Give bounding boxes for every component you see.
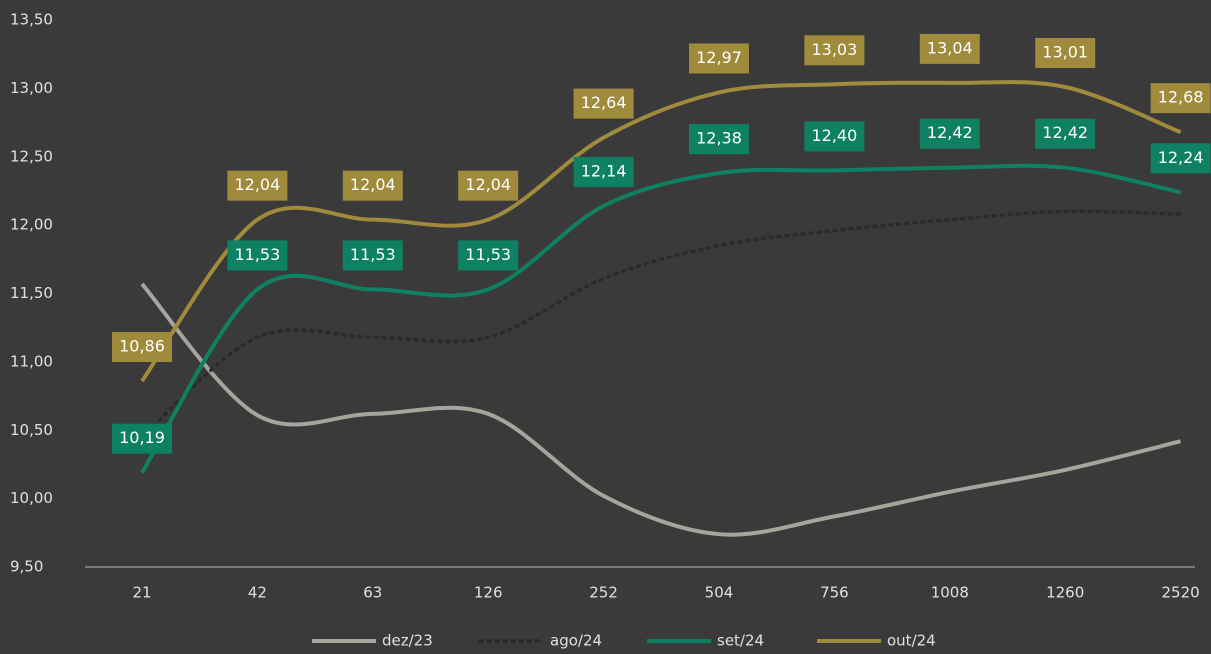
- data-label: 12,04: [465, 175, 511, 194]
- y-tick-label: 13,00: [10, 79, 53, 97]
- data-label: 13,01: [1042, 43, 1088, 62]
- data-label-box: [919, 118, 980, 149]
- data-label-box: [227, 240, 288, 271]
- legend-label: ago/24: [550, 632, 602, 650]
- series-line: [140, 209, 1183, 439]
- data-label: 12,97: [696, 48, 742, 67]
- data-label: 11,53: [465, 245, 511, 264]
- x-tick-label: 1008: [931, 584, 969, 602]
- series-line: [140, 80, 1182, 383]
- data-label-box: [458, 240, 519, 271]
- data-label: 11,53: [350, 245, 396, 264]
- data-label: 12,64: [581, 93, 627, 112]
- data-label-box: [689, 124, 749, 155]
- data-label-box: [1035, 118, 1096, 149]
- y-tick-label: 10,50: [10, 421, 53, 439]
- data-label-box: [804, 35, 865, 66]
- data-label: 12,40: [811, 126, 857, 145]
- data-label-box: [1035, 38, 1096, 69]
- y-tick-label: 11,50: [10, 284, 53, 302]
- x-tick-label: 2520: [1162, 584, 1200, 602]
- legend-label: set/24: [717, 632, 764, 650]
- data-label: 12,04: [350, 175, 396, 194]
- legend-label: dez/23: [382, 632, 433, 650]
- x-tick-label: 126: [474, 584, 503, 602]
- data-label-box: [573, 88, 634, 119]
- data-label: 11,53: [234, 245, 280, 264]
- data-label: 12,24: [1158, 148, 1204, 167]
- y-tick-label: 11,00: [10, 352, 53, 370]
- data-label-box: [1150, 83, 1211, 114]
- series-line: [140, 282, 1182, 537]
- data-label: 12,14: [581, 161, 627, 180]
- data-label: 10,19: [119, 428, 165, 447]
- data-label: 12,04: [234, 175, 280, 194]
- data-label-box: [1150, 143, 1211, 174]
- x-tick-label: 252: [589, 584, 618, 602]
- y-tick-label: 12,50: [10, 147, 53, 165]
- data-label: 10,86: [119, 337, 165, 356]
- data-label-box: [342, 170, 403, 201]
- data-label-box: [919, 33, 980, 64]
- data-label: 13,03: [811, 40, 857, 59]
- data-label: 13,04: [927, 38, 973, 57]
- data-label-box: [804, 121, 865, 152]
- legend-label: out/24: [887, 632, 936, 650]
- data-label: 12,38: [696, 129, 742, 148]
- data-label-box: [573, 156, 634, 187]
- x-tick-label: 504: [705, 584, 734, 602]
- data-label-box: [458, 170, 519, 201]
- data-label-box: [112, 423, 172, 454]
- y-tick-label: 9,50: [10, 558, 43, 576]
- x-tick-label: 756: [820, 584, 849, 602]
- data-label: 12,42: [1042, 123, 1088, 142]
- x-tick-label: 63: [363, 584, 382, 602]
- y-tick-label: 13,50: [10, 11, 53, 29]
- data-label-box: [112, 332, 172, 363]
- x-tick-label: 42: [248, 584, 267, 602]
- y-tick-label: 12,00: [10, 216, 53, 234]
- series-line: [140, 163, 1182, 474]
- y-tick-label: 10,00: [10, 489, 53, 507]
- data-label: 12,42: [927, 123, 973, 142]
- data-label-box: [342, 240, 403, 271]
- x-tick-label: 21: [132, 584, 151, 602]
- data-label: 12,68: [1158, 88, 1204, 107]
- x-tick-label: 1260: [1046, 584, 1084, 602]
- data-label-box: [227, 170, 288, 201]
- data-label-box: [689, 43, 749, 74]
